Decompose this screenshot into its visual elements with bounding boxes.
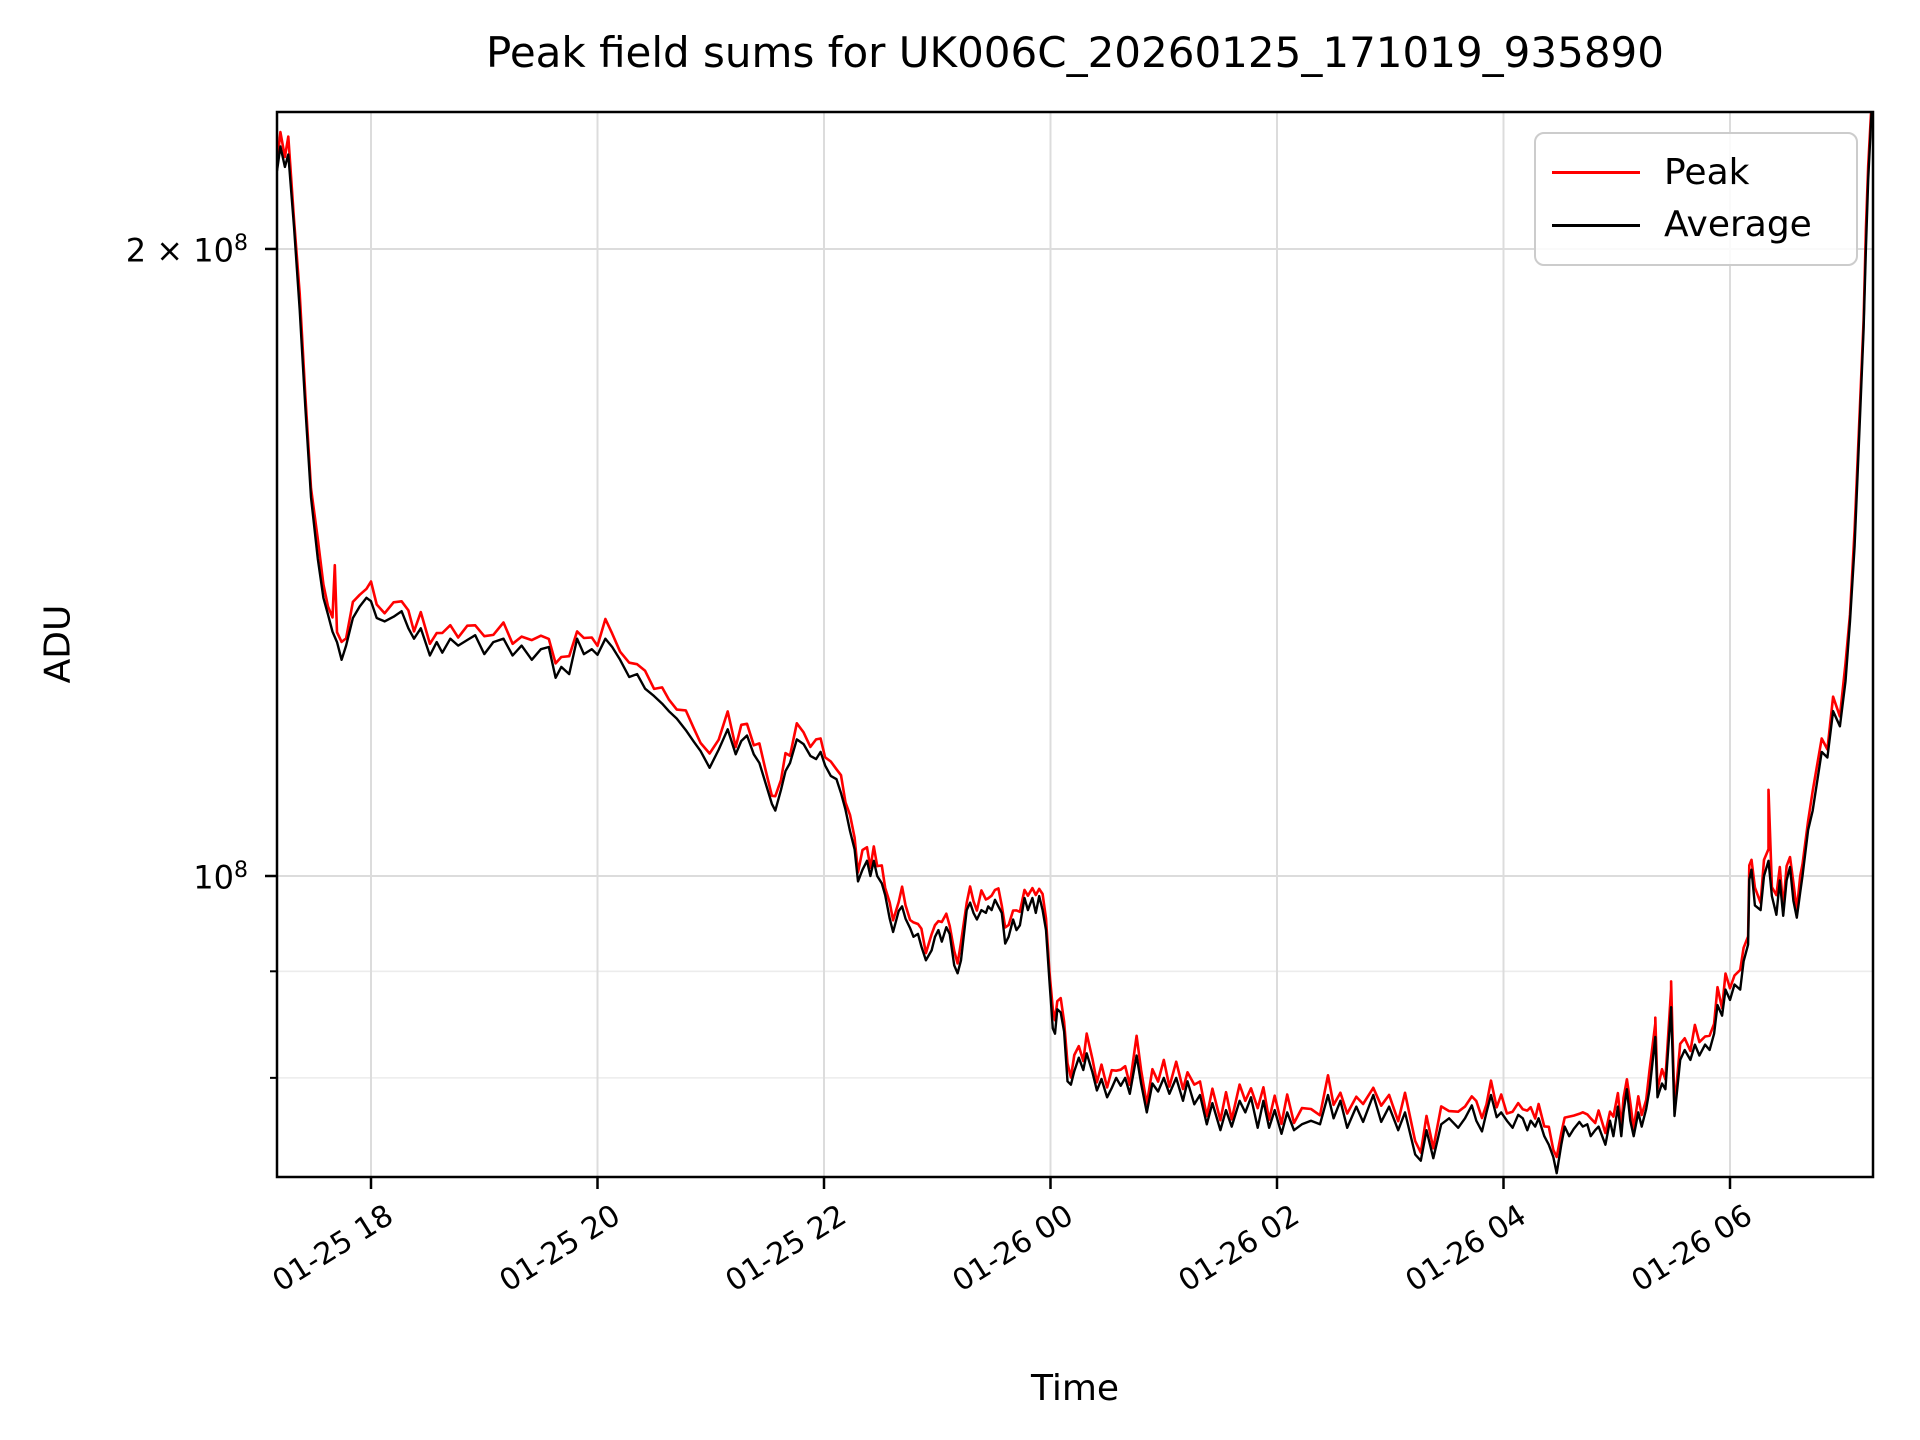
peak-line-sample-icon bbox=[1552, 171, 1640, 175]
legend-entry-average: Average bbox=[1536, 207, 1856, 243]
x-axis-label: Time bbox=[1030, 1368, 1120, 1409]
average-line-sample-icon bbox=[1552, 223, 1640, 227]
y-tick-label: 108 bbox=[193, 858, 248, 897]
chart-title: Peak field sums for UK006C_20260125_1710… bbox=[485, 28, 1665, 77]
legend-entry-peak: Peak bbox=[1536, 151, 1856, 193]
average-series-line bbox=[277, 112, 1873, 1175]
y-tick-label: 2 × 108 bbox=[125, 230, 248, 270]
y-axis-label: ADU bbox=[37, 604, 79, 684]
legend: Peak Average bbox=[1534, 132, 1858, 266]
legend-label: Average bbox=[1664, 204, 1812, 246]
legend-label: Peak bbox=[1664, 151, 1750, 193]
